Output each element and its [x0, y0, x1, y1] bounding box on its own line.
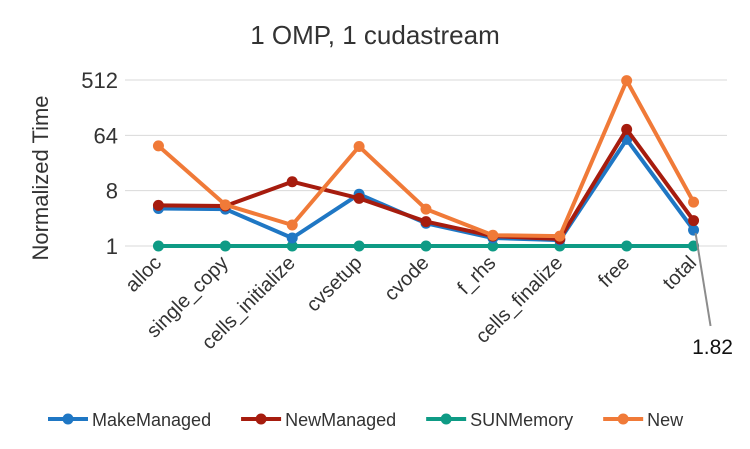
data-point	[286, 176, 298, 188]
data-point	[688, 215, 700, 227]
data-point	[152, 240, 164, 252]
series-new	[152, 75, 700, 242]
data-point	[152, 140, 164, 152]
legend-item: SUNMemory	[426, 410, 573, 430]
series-sunmemory	[152, 240, 700, 252]
legend: MakeManaged NewManaged SUNMemory New	[48, 410, 684, 430]
data-point	[286, 240, 298, 252]
data-point	[554, 230, 566, 242]
x-tick-label: alloc	[121, 252, 166, 297]
legend-label: New	[647, 410, 684, 430]
data-point	[487, 229, 499, 241]
series-lines	[152, 75, 700, 252]
chart-title: 1 OMP, 1 cudastream	[250, 20, 500, 50]
data-point	[621, 75, 633, 87]
y-axis-ticks: 1 8 64 512	[81, 68, 118, 259]
data-point	[353, 192, 365, 204]
data-point	[353, 141, 365, 153]
legend-item: MakeManaged	[48, 410, 211, 430]
data-point	[621, 123, 633, 135]
data-point	[688, 196, 700, 208]
x-tick-label: total	[659, 252, 701, 294]
legend-item: New	[603, 410, 684, 430]
data-point	[219, 199, 231, 211]
legend-label: SUNMemory	[470, 410, 573, 430]
data-point	[420, 203, 432, 215]
legend-swatch-marker	[255, 413, 267, 425]
y-tick-label: 512	[81, 68, 118, 93]
y-tick-label: 8	[106, 179, 118, 204]
data-point	[688, 224, 700, 236]
data-point	[420, 216, 432, 228]
legend-swatch-marker	[617, 413, 629, 425]
legend-label: MakeManaged	[92, 410, 211, 430]
data-point	[286, 232, 298, 244]
legend-item: NewManaged	[241, 410, 396, 430]
legend-label: NewManaged	[285, 410, 396, 430]
y-axis-label: Normalized Time	[28, 95, 53, 260]
series-makemanaged	[152, 133, 700, 246]
x-tick-label: cvode	[380, 252, 433, 305]
data-point	[487, 240, 499, 252]
legend-swatch-marker	[440, 413, 452, 425]
y-tick-label: 64	[94, 123, 118, 148]
data-point	[353, 240, 365, 252]
x-tick-label: cvsetup	[302, 252, 366, 316]
data-point	[286, 219, 298, 231]
data-point	[621, 240, 633, 252]
annotation-label: 1.82	[692, 336, 733, 359]
x-tick-label: free	[594, 252, 634, 292]
series-newmanaged	[152, 123, 700, 245]
data-point	[420, 240, 432, 252]
y-tick-label: 1	[106, 234, 118, 259]
data-point	[219, 240, 231, 252]
annotation-leader-line	[694, 232, 712, 327]
annotations: 1.82	[692, 232, 733, 359]
legend-swatch-marker	[62, 413, 74, 425]
x-tick-label: f_rhs	[453, 252, 500, 299]
data-point	[152, 199, 164, 211]
